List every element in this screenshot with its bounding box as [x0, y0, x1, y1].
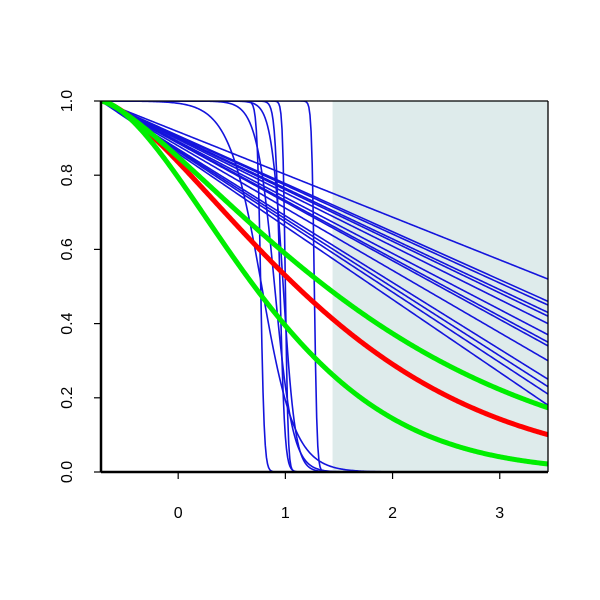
- axes: [99, 100, 549, 474]
- series-line-3: [101, 101, 548, 306]
- y-axis-ticks: 0.0 0.2 0.4 0.6 0.8 1.0: [59, 90, 101, 483]
- series-line-1: [101, 101, 548, 280]
- y-tick-label: 0.4: [59, 312, 76, 334]
- series-line-10: [101, 101, 548, 362]
- y-tick-label: 0.0: [59, 461, 76, 483]
- x-tick-label: 2: [388, 505, 397, 522]
- series-line-24: [101, 101, 548, 467]
- series-line-5: [101, 101, 548, 317]
- x-tick-label: 0: [174, 505, 183, 522]
- x-tick-label: 1: [281, 505, 290, 522]
- y-tick-label: 0.2: [59, 387, 76, 409]
- y-tick-label: 1.0: [59, 90, 76, 112]
- series-line-9: [101, 101, 548, 347]
- series-line-11: [101, 101, 548, 381]
- series-line-22: [101, 101, 548, 438]
- series-line-20: [101, 101, 548, 472]
- series-line-23: [101, 101, 548, 411]
- series-line-7: [101, 101, 548, 336]
- x-tick-label: 3: [495, 505, 504, 522]
- series-line-13: [101, 101, 548, 395]
- x-axis-ticks: 0 1 2 3: [174, 472, 504, 522]
- series-line-6: [101, 101, 548, 325]
- y-tick-label: 0.6: [59, 238, 76, 260]
- y-tick-label: 0.8: [59, 164, 76, 186]
- series-line-12: [101, 101, 548, 388]
